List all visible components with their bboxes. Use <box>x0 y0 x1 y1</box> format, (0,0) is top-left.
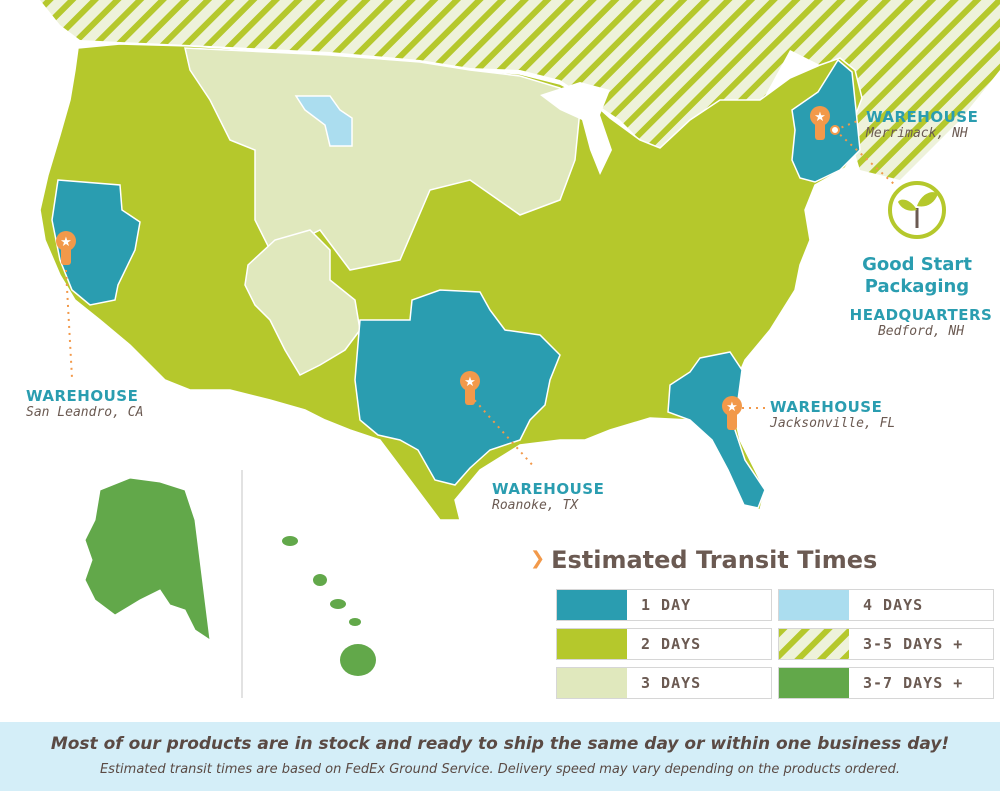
legend-swatch <box>557 590 627 620</box>
legend-label: 1 DAY <box>641 596 692 614</box>
warehouse-label-san-leandro: WAREHOUSE San Leandro, CA <box>26 387 143 420</box>
legend-swatch <box>557 668 627 698</box>
warehouse-title: WAREHOUSE <box>866 108 979 126</box>
warehouse-title: WAREHOUSE <box>770 398 883 416</box>
leader-lines <box>65 119 896 469</box>
legend-label: 2 DAYS <box>641 635 702 653</box>
legend-item-1-day: 1 DAY <box>556 589 772 621</box>
legend-item-3-7-days: 3-7 DAYS + <box>778 667 994 699</box>
warehouse-city: Merrimack, NH <box>866 126 968 141</box>
canada-region <box>40 0 1000 190</box>
legend-swatch <box>779 590 849 620</box>
zone-1day-texas <box>354 289 561 486</box>
warehouse-city: San Leandro, CA <box>26 405 144 420</box>
brand-name-line2: Packaging <box>864 276 970 297</box>
legend-label: 3-7 DAYS + <box>863 674 964 692</box>
alaska <box>84 477 211 642</box>
star-marker-icon: ★ <box>460 371 480 405</box>
chevron-right-icon: ❯ <box>530 548 546 569</box>
legend-label: 4 DAYS <box>863 596 924 614</box>
legend-swatch <box>779 629 849 659</box>
legend-label: 3-5 DAYS + <box>863 635 964 653</box>
svg-text:★: ★ <box>464 375 476 390</box>
hq-label: HEADQUARTERS Bedford, NH <box>848 306 994 339</box>
warehouse-title: WAREHOUSE <box>492 480 605 498</box>
zone-3day-central <box>244 229 361 376</box>
hq-city: Bedford, NH <box>877 324 965 339</box>
zone-1day-california <box>51 179 141 306</box>
banner-headline: Most of our products are in stock and re… <box>50 734 950 754</box>
warehouse-title: WAREHOUSE <box>26 387 139 405</box>
star-marker-icon: ★ <box>810 106 840 140</box>
zone-3day-north <box>184 47 581 271</box>
great-lakes <box>540 82 612 175</box>
hq-title: HEADQUARTERS <box>849 306 993 324</box>
zone-1day-southeast <box>667 351 766 509</box>
warehouse-label-merrimack: WAREHOUSE Merrimack, NH <box>866 108 978 141</box>
legend-swatch <box>779 668 849 698</box>
hq-brand: Good Start Packaging <box>852 254 982 298</box>
legend-swatch <box>557 629 627 659</box>
legend-item-2-days: 2 DAYS <box>556 628 772 660</box>
info-banner: Most of our products are in stock and re… <box>0 722 1000 791</box>
sprout-icon <box>888 181 946 239</box>
banner-disclaimer: Estimated transit times are based on Fed… <box>99 762 901 777</box>
zone-4day <box>294 95 353 147</box>
warehouse-label-roanoke: WAREHOUSE Roanoke, TX <box>492 480 604 513</box>
legend-label: 3 DAYS <box>641 674 702 692</box>
hawaii <box>282 536 376 676</box>
legend-title: ❯ Estimated Transit Times <box>530 546 878 574</box>
svg-text:★: ★ <box>60 235 72 250</box>
brand-name-line1: Good Start <box>862 254 972 275</box>
svg-text:★: ★ <box>814 110 826 125</box>
star-marker-icon: ★ <box>722 396 742 430</box>
svg-text:★: ★ <box>726 400 738 415</box>
warehouse-city: Roanoke, TX <box>492 498 579 513</box>
legend-item-4-days: 4 DAYS <box>778 589 994 621</box>
star-marker-icon: ★ <box>56 231 76 265</box>
warehouse-city: Jacksonville, FL <box>770 416 896 431</box>
legend-item-3-days: 3 DAYS <box>556 667 772 699</box>
legend-item-3-5-days: 3-5 DAYS + <box>778 628 994 660</box>
warehouse-label-jacksonville: WAREHOUSE Jacksonville, FL <box>770 398 895 431</box>
